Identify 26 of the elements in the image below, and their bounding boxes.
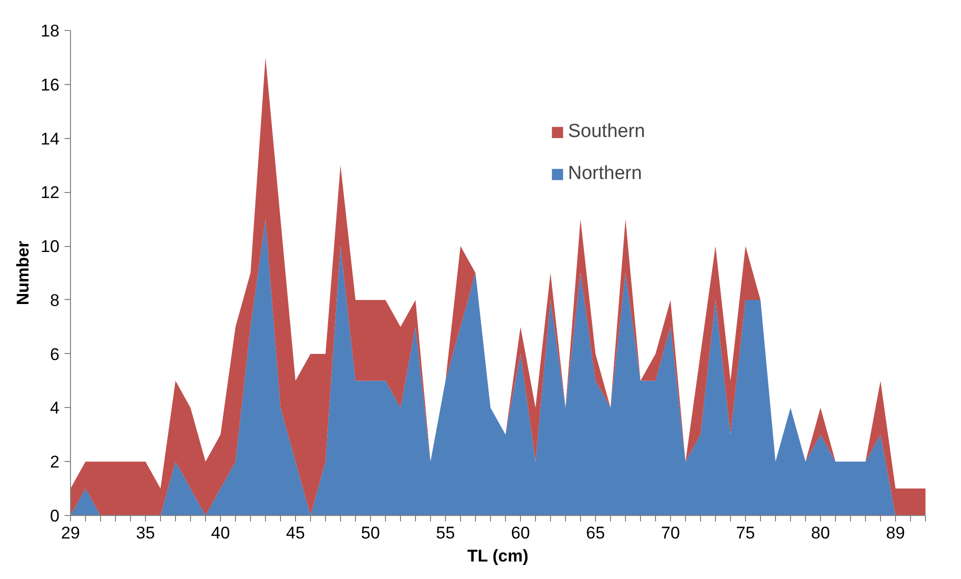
x-tick-label: 60	[511, 524, 530, 542]
x-tick-label: 40	[211, 524, 230, 542]
y-tick-label: 4	[50, 398, 60, 418]
y-tick-label: 14	[40, 129, 60, 148]
x-tick-label: 35	[136, 524, 155, 542]
x-tick-label: 55	[436, 524, 455, 542]
y-tick-label: 2	[50, 452, 60, 472]
y-tick-label: 6	[50, 344, 60, 364]
y-tick-label: 18	[40, 22, 60, 40]
x-tick-label: 89	[886, 524, 905, 542]
x-tick-label: 75	[736, 524, 755, 542]
x-axis-title: TL (cm)	[467, 546, 528, 566]
y-tick-label: 8	[50, 290, 60, 310]
x-tick-label: 80	[811, 524, 830, 542]
x-tick-label: 65	[586, 524, 605, 542]
y-tick-label: 10	[40, 237, 60, 256]
y-tick-label: 12	[40, 183, 60, 202]
x-tick-label: 70	[661, 524, 680, 542]
y-tick-label: 16	[40, 75, 60, 94]
x-tick-label: 45	[286, 524, 305, 542]
y-axis-title: Number	[14, 240, 33, 306]
x-tick-label: 29	[61, 524, 80, 542]
legend-label: Southern	[568, 121, 646, 143]
y-tick-label: 0	[50, 506, 60, 526]
x-tick-label: 50	[361, 524, 380, 542]
legend-label: Northern	[568, 163, 642, 185]
